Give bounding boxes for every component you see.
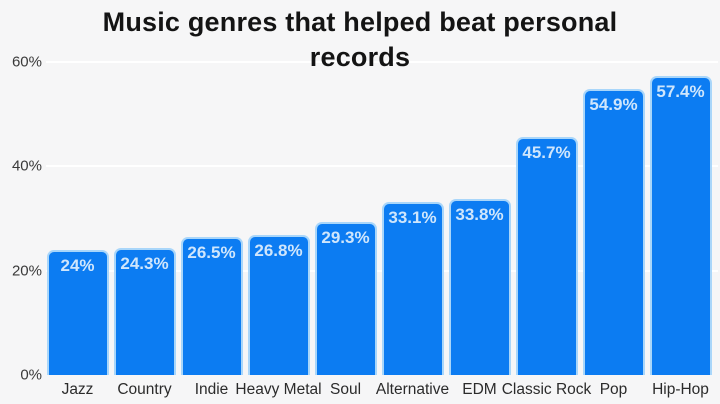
xlabel-heavy-metal: Heavy Metal (235, 381, 322, 398)
bar-value-classic-rock: 45.7% (522, 143, 571, 162)
gridline-40 (46, 165, 718, 168)
bars-row: 24% 24.3% 26.5% 26.8% 29.3% 33.1% 33.8% 45.7% 54… (44, 62, 714, 375)
xlabel-slot-soul: Soul (312, 381, 379, 401)
xlabel-slot-country: Country (111, 381, 178, 401)
bar-value-country: 24.3% (120, 254, 169, 273)
chart-title: Music genres that helped beat personal r… (102, 7, 618, 72)
xlabel-slot-pop: Pop (580, 381, 647, 401)
xlabel-alternative: Alternative (375, 381, 450, 398)
xlabel-indie: Indie (194, 381, 229, 398)
bar-slot-jazz: 24% (44, 62, 111, 375)
bar-slot-pop: 54.9% (580, 62, 647, 375)
bar-country: 24.3% (113, 248, 176, 375)
gridline-60 (46, 61, 718, 63)
bar-value-hip-hop: 57.4% (656, 82, 705, 101)
bar-classic-rock: 45.7% (515, 137, 578, 375)
bar-slot-alternative: 33.1% (379, 62, 446, 375)
bar-slot-indie: 26.5% (178, 62, 245, 375)
bar-value-jazz: 24% (60, 256, 95, 275)
xlabel-pop: Pop (599, 381, 628, 398)
bar-edm: 33.8% (448, 199, 511, 375)
xlabel-classic-rock: Classic Rock (501, 381, 592, 398)
xlabel-country: Country (117, 381, 172, 398)
bar-value-alternative: 33.1% (388, 208, 437, 227)
xlabel-slot-hip-hop: Hip-Hop (647, 381, 714, 401)
ytick-label-60: 60% (11, 53, 42, 71)
xlabel-hip-hop: Hip-Hop (652, 381, 709, 398)
bar-hip-hop: 57.4% (649, 76, 712, 375)
xlabel-slot-alternative: Alternative (375, 381, 450, 401)
bar-heavy-metal: 26.8% (247, 235, 310, 375)
bar-soul: 29.3% (314, 222, 377, 375)
x-axis-labels: Jazz Country Indie Heavy Metal Soul Alternati… (44, 381, 714, 401)
xlabel-soul: Soul (329, 381, 362, 398)
xlabel-slot-jazz: Jazz (44, 381, 111, 401)
bar-pop: 54.9% (582, 89, 645, 375)
bar-slot-country: 24.3% (111, 62, 178, 375)
bar-jazz: 24% (46, 250, 109, 375)
ytick-label-20: 20% (11, 262, 42, 280)
bar-slot-edm: 33.8% (446, 62, 513, 375)
xlabel-jazz: Jazz (61, 381, 94, 398)
xlabel-slot-classic-rock: Classic Rock (502, 381, 592, 401)
ytick-label-40: 40% (11, 157, 42, 175)
xlabel-slot-edm: EDM (446, 381, 513, 401)
bar-slot-classic-rock: 45.7% (513, 62, 580, 375)
bar-slot-hip-hop: 57.4% (647, 62, 714, 375)
bar-value-pop: 54.9% (589, 95, 638, 114)
bar-value-indie: 26.5% (187, 243, 236, 262)
bar-slot-soul: 29.3% (312, 62, 379, 375)
bar-value-soul: 29.3% (321, 228, 370, 247)
bar-slot-heavy-metal: 26.8% (245, 62, 312, 375)
ytick-label-0: 0% (20, 366, 42, 384)
bar-indie: 26.5% (180, 237, 243, 375)
xlabel-edm: EDM (462, 381, 497, 398)
bar-value-edm: 33.8% (455, 205, 504, 224)
xlabel-slot-heavy-metal: Heavy Metal (235, 381, 321, 401)
xlabel-slot-indie: Indie (178, 381, 245, 401)
bar-alternative: 33.1% (381, 202, 444, 375)
bar-value-heavy-metal: 26.8% (254, 241, 303, 260)
